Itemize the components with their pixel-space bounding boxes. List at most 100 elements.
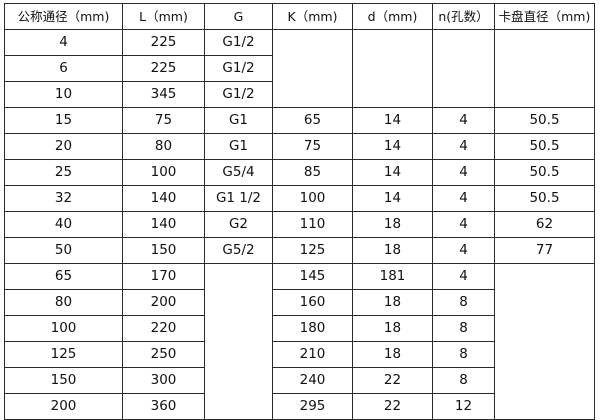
cell-k: 180 xyxy=(272,315,353,342)
cell-length: 200 xyxy=(122,289,205,316)
table-row: 6 225 G1/2 xyxy=(4,55,595,82)
cell-nominal-diameter: 150 xyxy=(4,367,123,394)
cell-d: 14 xyxy=(352,133,433,160)
cell-hole-count: 4 xyxy=(432,185,495,212)
cell-k: 85 xyxy=(272,159,353,186)
cell-chuck-diameter-blank-merged-top xyxy=(494,29,595,108)
cell-nominal-diameter: 80 xyxy=(4,289,123,316)
table-row: 125 250 210 18 8 xyxy=(4,341,595,368)
cell-k: 210 xyxy=(272,341,353,368)
cell-k: 75 xyxy=(272,133,353,160)
cell-thread-g: G5/2 xyxy=(204,237,273,264)
cell-chuck-diameter: 62 xyxy=(494,211,595,238)
cell-hole-count: 8 xyxy=(432,367,495,394)
cell-k: 65 xyxy=(272,107,353,134)
spec-table-container: 公称通径（mm) L（mm) G K（mm) d（mm) n(孔数） 卡盘直径（… xyxy=(4,3,595,420)
cell-d: 22 xyxy=(352,367,433,394)
cell-length: 140 xyxy=(122,185,205,212)
table-row: 65 170 145 181 4 xyxy=(4,263,595,420)
column-header-thread-g: G xyxy=(204,3,273,30)
cell-hole-count: 4 xyxy=(432,211,495,238)
cell-length: 360 xyxy=(122,393,205,420)
table-row: 32 140 G1 1/2 100 14 4 50.5 xyxy=(4,185,595,212)
cell-d: 181 xyxy=(352,263,433,290)
cell-hole-count: 4 xyxy=(432,237,495,264)
cell-hole-count-blank-merged xyxy=(432,29,495,108)
cell-chuck-diameter: 50.5 xyxy=(494,185,595,212)
cell-nominal-diameter: 6 xyxy=(4,55,123,82)
cell-length: 225 xyxy=(122,29,205,56)
cell-length: 220 xyxy=(122,315,205,342)
cell-thread-g: G1/2 xyxy=(204,29,273,56)
cell-thread-g-blank-merged xyxy=(204,263,273,420)
table-row: 40 140 G2 110 18 4 62 xyxy=(4,211,595,238)
cell-nominal-diameter: 32 xyxy=(4,185,123,212)
cell-d: 22 xyxy=(352,393,433,420)
cell-k: 125 xyxy=(272,237,353,264)
table-row: 80 200 160 18 8 xyxy=(4,289,595,316)
table-header-row: 公称通径（mm) L（mm) G K（mm) d（mm) n(孔数） 卡盘直径（… xyxy=(4,3,595,30)
cell-length: 80 xyxy=(122,133,205,160)
cell-hole-count: 8 xyxy=(432,315,495,342)
cell-length: 225 xyxy=(122,55,205,82)
cell-nominal-diameter: 10 xyxy=(4,81,123,108)
cell-hole-count: 4 xyxy=(432,263,495,290)
cell-length: 75 xyxy=(122,107,205,134)
cell-k: 240 xyxy=(272,367,353,394)
cell-nominal-diameter: 125 xyxy=(4,341,123,368)
cell-d-blank-merged xyxy=(352,29,433,108)
table-row: 150 300 240 22 8 xyxy=(4,367,595,394)
cell-d: 18 xyxy=(352,289,433,316)
cell-thread-g: G1/2 xyxy=(204,81,273,108)
cell-nominal-diameter: 4 xyxy=(4,29,123,56)
cell-k: 145 xyxy=(272,263,353,290)
cell-d: 18 xyxy=(352,211,433,238)
cell-length: 150 xyxy=(122,237,205,264)
cell-thread-g: G5/4 xyxy=(204,159,273,186)
cell-k: 160 xyxy=(272,289,353,316)
cell-length: 140 xyxy=(122,211,205,238)
cell-hole-count: 4 xyxy=(432,133,495,160)
cell-thread-g: G1 xyxy=(204,107,273,134)
cell-nominal-diameter: 65 xyxy=(4,263,123,290)
valve-dimension-spec-table: 公称通径（mm) L（mm) G K（mm) d（mm) n(孔数） 卡盘直径（… xyxy=(4,3,595,420)
cell-chuck-diameter: 50.5 xyxy=(494,107,595,134)
cell-hole-count: 4 xyxy=(432,159,495,186)
cell-d: 14 xyxy=(352,159,433,186)
cell-thread-g: G1 xyxy=(204,133,273,160)
column-header-d: d（mm) xyxy=(352,3,433,30)
column-header-nominal-diameter: 公称通径（mm) xyxy=(4,3,123,30)
cell-hole-count: 4 xyxy=(432,107,495,134)
table-row: 25 100 G5/4 85 14 4 50.5 xyxy=(4,159,595,186)
cell-k: 295 xyxy=(272,393,353,420)
cell-chuck-diameter: 77 xyxy=(494,237,595,264)
cell-nominal-diameter: 100 xyxy=(4,315,123,342)
cell-nominal-diameter: 200 xyxy=(4,393,123,420)
column-header-chuck-diameter: 卡盘直径（mm) xyxy=(494,3,595,30)
cell-length: 100 xyxy=(122,159,205,186)
cell-d: 18 xyxy=(352,237,433,264)
cell-length: 300 xyxy=(122,367,205,394)
cell-nominal-diameter: 20 xyxy=(4,133,123,160)
cell-d: 14 xyxy=(352,185,433,212)
column-header-length: L（mm) xyxy=(122,3,205,30)
cell-chuck-diameter: 50.5 xyxy=(494,159,595,186)
column-header-hole-count: n(孔数） xyxy=(432,3,495,30)
table-body: 4 225 G1/2 6 225 G1/2 10 345 G1/2 15 xyxy=(4,29,595,420)
column-header-k: K（mm) xyxy=(272,3,353,30)
cell-nominal-diameter: 50 xyxy=(4,237,123,264)
cell-length: 250 xyxy=(122,341,205,368)
cell-d: 18 xyxy=(352,341,433,368)
cell-thread-g: G2 xyxy=(204,211,273,238)
cell-d: 14 xyxy=(352,107,433,134)
table-row: 15 75 G1 65 14 4 50.5 xyxy=(4,107,595,134)
table-row: 50 150 G5/2 125 18 4 77 xyxy=(4,237,595,264)
cell-k: 100 xyxy=(272,185,353,212)
cell-hole-count: 12 xyxy=(432,393,495,420)
cell-k-blank-merged xyxy=(272,29,353,108)
cell-length: 170 xyxy=(122,263,205,290)
cell-chuck-diameter-blank-merged-bottom xyxy=(494,263,595,420)
cell-nominal-diameter: 15 xyxy=(4,107,123,134)
cell-k: 110 xyxy=(272,211,353,238)
cell-thread-g: G1/2 xyxy=(204,55,273,82)
